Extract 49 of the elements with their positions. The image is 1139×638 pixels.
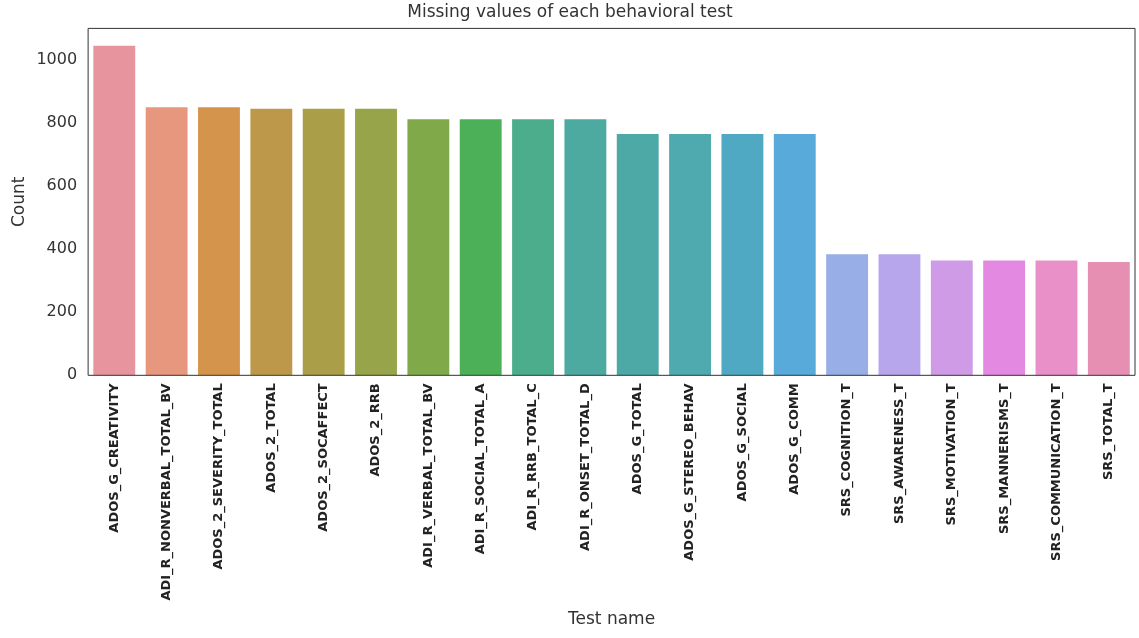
bar: [878, 254, 921, 376]
y-axis-title: Count: [7, 176, 28, 228]
x-tick-label: ADI_R_SOCIAL_TOTAL_A: [472, 383, 489, 555]
x-tick-label: ADOS_G_CREATIVITY: [105, 382, 122, 533]
bar: [669, 134, 712, 376]
x-tick-label: SRS_AWARENESS_T: [890, 383, 907, 525]
bar: [93, 45, 136, 376]
x-tick-label: ADI_R_ONSET_TOTAL_D: [576, 383, 593, 551]
y-tick-label: 400: [46, 238, 78, 258]
bar: [459, 119, 502, 376]
bar: [564, 119, 607, 376]
bar: [250, 108, 293, 376]
x-tick-label: SRS_TOTAL_T: [1100, 383, 1117, 481]
bar: [355, 108, 397, 376]
y-tick-label: 1000: [36, 49, 78, 69]
x-tick-label: ADOS_2_SOCAFFECT: [315, 383, 332, 532]
bar: [721, 134, 764, 376]
bar: [512, 119, 554, 376]
bar: [1087, 262, 1130, 376]
y-tick-label: 200: [46, 301, 78, 321]
bar: [616, 134, 659, 376]
y-tick-label: 800: [46, 112, 78, 132]
x-tick-label: ADOS_G_SOCIAL: [733, 383, 750, 502]
y-tick-label: 0: [66, 364, 78, 384]
bar: [145, 107, 188, 376]
bar: [407, 119, 450, 376]
y-tick-label: 600: [46, 175, 78, 195]
x-tick-label: ADOS_2_TOTAL: [262, 383, 279, 493]
x-tick-label: SRS_COMMUNICATION_T: [1047, 383, 1064, 561]
x-tick-label: ADI_R_NONVERBAL_TOTAL_BV: [158, 383, 175, 601]
x-tick-label: SRS_MOTIVATION_T: [943, 383, 960, 526]
x-tick-label: ADOS_G_TOTAL: [629, 383, 646, 495]
chart-title: Missing values of each behavioral test: [407, 0, 734, 21]
bar: [302, 108, 345, 376]
x-tick-label: ADOS_G_COMM: [786, 383, 803, 495]
bar: [1035, 260, 1078, 376]
bar: [826, 254, 869, 376]
x-tick-label: ADI_R_RRB_TOTAL_C: [524, 383, 541, 531]
x-axis-title: Test name: [567, 608, 656, 629]
bar: [773, 134, 816, 376]
bar: [983, 260, 1026, 376]
bar: [198, 107, 240, 376]
x-tick-label: ADOS_G_STEREO_BEHAV: [681, 383, 698, 561]
bar: [930, 260, 973, 376]
x-tick-label: SRS_COGNITION_T: [838, 383, 855, 517]
x-tick-label: ADI_R_VERBAL_TOTAL_BV: [419, 383, 436, 568]
x-tick-label: ADOS_2_RRB: [367, 383, 384, 477]
x-tick-label: SRS_MANNERISMS_T: [995, 383, 1012, 535]
x-tick-label: ADOS_2_SEVERITY_TOTAL: [210, 383, 227, 570]
